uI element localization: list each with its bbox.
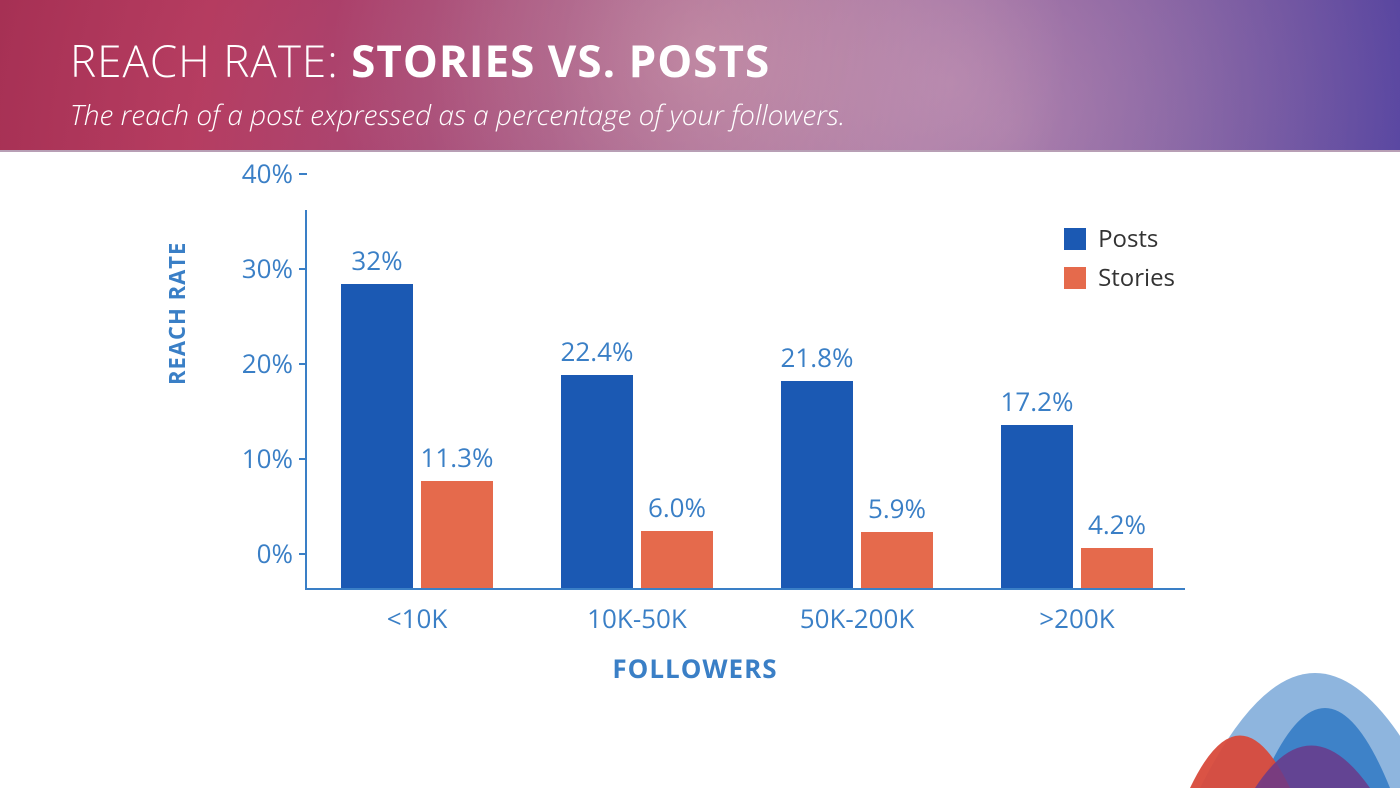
legend-item-stories: Stories: [1064, 261, 1175, 294]
y-tick: 10%: [242, 440, 307, 476]
x-tick: 10K-50K: [587, 588, 687, 636]
legend-label-posts: Posts: [1098, 222, 1158, 255]
legend-swatch-posts: [1064, 228, 1086, 250]
bar-label: 5.9%: [868, 490, 926, 532]
x-axis-label: FOLLOWERS: [190, 650, 1200, 686]
chart-container: REACH RATE Posts Stories 0%10%20%30%40%<…: [190, 190, 1200, 710]
chart-plot: Posts Stories 0%10%20%30%40%<10K32%11.3%…: [305, 210, 1185, 590]
title-bold: STORIES VS. POSTS: [351, 30, 770, 90]
chart-legend: Posts Stories: [1064, 222, 1175, 300]
x-tick: <10K: [387, 588, 448, 636]
bar-posts: 17.2%: [1001, 425, 1073, 588]
bar-label: 17.2%: [1001, 383, 1074, 425]
title-prefix: REACH RATE:: [70, 30, 351, 90]
page-title: REACH RATE: STORIES VS. POSTS: [70, 30, 1330, 90]
page-subtitle: The reach of a post expressed as a perce…: [70, 96, 1330, 134]
bar-stories: 11.3%: [421, 481, 493, 588]
bar-label: 22.4%: [561, 333, 634, 375]
bar-stories: 5.9%: [861, 532, 933, 588]
y-tick: 20%: [242, 345, 307, 381]
bar-label: 11.3%: [421, 439, 494, 481]
bar-posts: 21.8%: [781, 381, 853, 588]
bar-posts: 32%: [341, 284, 413, 588]
bar-stories: 4.2%: [1081, 548, 1153, 588]
legend-swatch-stories: [1064, 267, 1086, 289]
bar-posts: 22.4%: [561, 375, 633, 588]
y-tick: 30%: [242, 250, 307, 286]
bar-label: 6.0%: [648, 489, 706, 531]
y-axis-label: REACH RATE: [162, 242, 192, 385]
bar-stories: 6.0%: [641, 531, 713, 588]
legend-label-stories: Stories: [1098, 261, 1175, 294]
bar-label: 21.8%: [781, 339, 854, 381]
header-banner: REACH RATE: STORIES VS. POSTS The reach …: [0, 0, 1400, 152]
bar-label: 4.2%: [1088, 506, 1146, 548]
y-tick: 0%: [257, 535, 307, 571]
legend-item-posts: Posts: [1064, 222, 1175, 255]
x-tick: 50K-200K: [800, 588, 915, 636]
x-tick: >200K: [1039, 588, 1114, 636]
y-tick: 40%: [242, 155, 307, 191]
bar-label: 32%: [351, 242, 402, 284]
